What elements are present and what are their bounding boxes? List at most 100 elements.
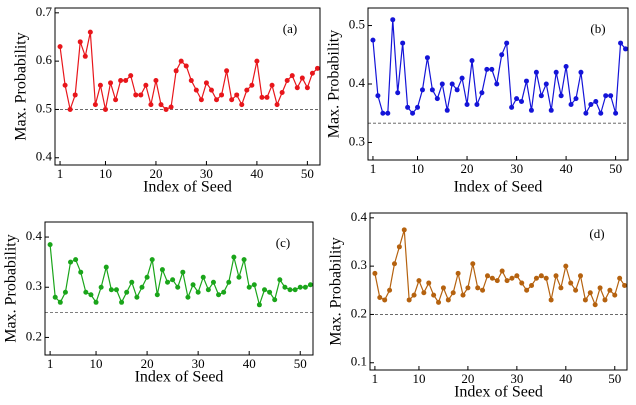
point [118,77,124,83]
point [82,53,88,59]
point [390,17,396,23]
point [617,275,623,281]
point [208,87,214,93]
point [128,73,134,79]
point [509,275,515,281]
x-tick-label: 30 [510,161,523,176]
point [445,297,451,303]
point [470,261,476,267]
plot-frame [44,221,314,356]
point [241,257,247,263]
point [234,92,240,98]
panel-label: (d) [589,226,604,241]
point [214,97,220,103]
point [504,278,510,284]
point [568,280,574,286]
point [175,284,181,290]
point [203,80,209,86]
point [108,80,114,86]
point [385,110,391,116]
point [504,40,510,46]
point [249,82,255,88]
point [102,106,108,112]
series-line [49,244,311,307]
point [607,287,613,293]
y-tick-label: 0.4 [351,209,368,224]
y-axis-label: Max. Probability [3,234,20,342]
point [479,90,485,96]
point [210,279,216,285]
point [52,294,58,300]
point [226,279,232,285]
point [489,275,495,281]
y-tick-label: 0.2 [351,305,367,320]
point [449,81,455,87]
point [395,90,401,96]
point [68,259,74,265]
point [598,110,604,116]
point [489,66,495,72]
point [195,289,201,295]
point [103,264,109,270]
point [444,107,450,113]
x-tick-label: 40 [559,371,572,386]
point [455,270,461,276]
point [200,274,206,280]
point [229,97,235,103]
point [424,55,430,61]
point [138,92,144,98]
point [391,261,397,267]
point [573,96,579,102]
point [158,102,164,108]
x-tick-label: 1 [370,161,377,176]
point [231,254,237,260]
x-tick-label: 30 [192,356,205,371]
panel-label: (a) [283,21,297,36]
point [618,40,624,46]
x-axis-label: Index of Seed [143,179,232,196]
point [193,87,199,93]
point [57,44,63,50]
x-tick-label: 1 [372,371,379,386]
point [484,273,490,279]
point [159,267,165,273]
point [588,101,594,107]
point [246,284,252,290]
point [523,78,529,84]
point [267,289,273,295]
x-tick-label: 1 [47,356,54,371]
point [97,82,103,88]
y-tick-label: 0.6 [36,52,53,67]
point [608,93,614,99]
point [163,106,169,112]
point [129,279,135,285]
y-tick-label: 0.5 [349,17,365,32]
x-tick-label: 50 [294,356,307,371]
panel-label: (c) [276,235,290,250]
point [165,279,171,285]
point [519,99,525,105]
x-axis-label: Index of Seed [135,369,224,386]
point [57,299,63,305]
point [563,263,569,269]
point [264,94,270,100]
point [454,87,460,93]
point [573,287,579,293]
point [602,297,608,303]
point [370,37,376,43]
point [529,282,535,288]
point [499,52,505,58]
x-tick-label: 50 [301,166,314,181]
point [514,273,520,279]
point [190,282,196,288]
point [62,289,68,295]
point [597,285,603,291]
x-tick-label: 20 [461,161,474,176]
point [582,297,588,303]
point [133,92,139,98]
y-tick-label: 0.4 [36,149,53,164]
point [382,297,388,303]
point [113,97,119,103]
point [262,287,268,293]
point [484,66,490,72]
